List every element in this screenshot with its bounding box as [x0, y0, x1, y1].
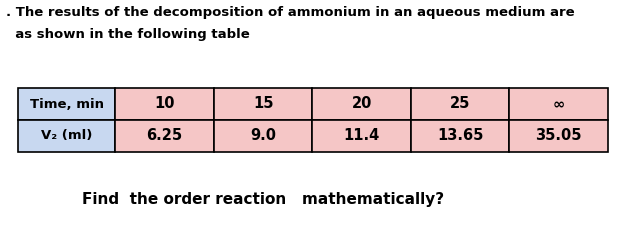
Text: V₂ (ml): V₂ (ml) [41, 129, 93, 143]
Text: Time, min: Time, min [29, 98, 104, 111]
Text: 11.4: 11.4 [344, 129, 380, 144]
Text: . The results of the decomposition of ammonium in an aqueous medium are: . The results of the decomposition of am… [6, 6, 575, 19]
Bar [115, 120, 214, 152]
Bar [411, 120, 510, 152]
Text: 13.65: 13.65 [437, 129, 483, 144]
Text: 9.0: 9.0 [250, 129, 276, 144]
Bar [214, 88, 312, 120]
Bar [411, 88, 510, 120]
Text: 35.05: 35.05 [535, 129, 582, 144]
Text: ∞: ∞ [553, 97, 565, 112]
Text: 6.25: 6.25 [146, 129, 183, 144]
Text: Find  the order reaction   mathematically?: Find the order reaction mathematically? [82, 192, 444, 207]
Bar [510, 88, 608, 120]
Bar [18, 88, 115, 120]
Text: 10: 10 [155, 97, 175, 112]
Text: 25: 25 [450, 97, 470, 112]
Bar [115, 88, 214, 120]
Bar [312, 88, 411, 120]
Bar [18, 120, 115, 152]
Bar [312, 120, 411, 152]
Bar [214, 120, 312, 152]
Text: 20: 20 [351, 97, 372, 112]
Bar [510, 120, 608, 152]
Text: as shown in the following table: as shown in the following table [6, 28, 250, 41]
Text: 15: 15 [253, 97, 274, 112]
